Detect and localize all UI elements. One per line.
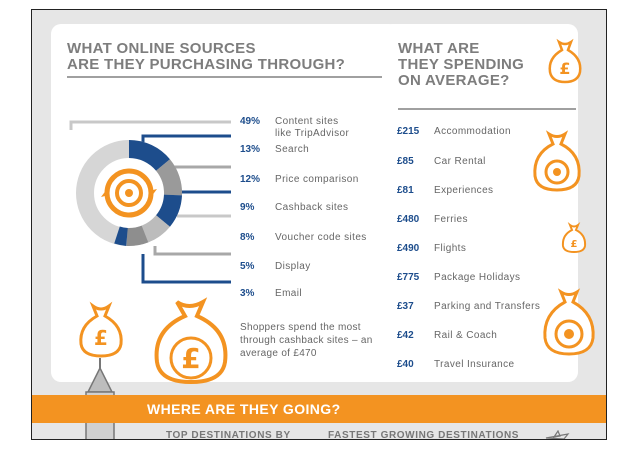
- svg-text:£: £: [94, 326, 108, 350]
- spend-price: £215: [397, 126, 420, 137]
- banner-title: WHERE ARE THEY GOING?: [147, 401, 341, 417]
- plane-icon: [545, 430, 570, 439]
- spend-category: Rail & Coach: [434, 330, 498, 341]
- money-bag-icon: £: [548, 38, 582, 84]
- sources-title-rule: [67, 76, 385, 78]
- source-pct: 5%: [240, 261, 255, 272]
- spend-category: Accommodation: [434, 126, 511, 137]
- globe-arrows-icon: [101, 168, 157, 218]
- connector-email: [141, 254, 231, 284]
- spend-category: Flights: [434, 243, 467, 254]
- donut-slice-cashback: [155, 194, 182, 227]
- spend-category: Experiences: [434, 185, 494, 196]
- spend-category: Parking and Transfers: [434, 301, 541, 312]
- spending-title-rule: [398, 108, 576, 110]
- source-label: Content sites like TripAdvisor: [275, 116, 350, 139]
- source-label: Price comparison: [275, 174, 359, 185]
- donut-slice-display: [126, 225, 149, 247]
- source-pct: 9%: [240, 202, 255, 213]
- donut-slice-price: [155, 159, 183, 196]
- source-pct: 12%: [240, 174, 261, 185]
- connector-search: [141, 134, 231, 144]
- source-label: Email: [275, 288, 303, 299]
- money-bag-icon: £: [154, 297, 228, 385]
- spend-category: Car Rental: [434, 156, 486, 167]
- source-label: Voucher code sites: [275, 232, 367, 243]
- svg-text:£: £: [559, 59, 570, 78]
- spend-price: £40: [397, 359, 414, 370]
- money-bag-icon: [533, 130, 581, 192]
- sources-panel: WHAT ONLINE SOURCES ARE THEY PURCHASING …: [51, 24, 399, 385]
- spend-price: £81: [397, 185, 414, 196]
- connector-display: [153, 246, 231, 256]
- spending-title: WHAT ARE THEY SPENDING ON AVERAGE?: [398, 40, 525, 89]
- spend-price: £490: [397, 243, 420, 254]
- infographic-frame: WHAT ONLINE SOURCES ARE THEY PURCHASING …: [31, 9, 607, 440]
- source-label: Display: [275, 261, 311, 272]
- money-bag-icon: £: [561, 222, 587, 254]
- top-destinations-heading: TOP DESTINATIONS BY: [166, 430, 291, 440]
- spend-category: Package Holidays: [434, 272, 521, 283]
- spend-price: £775: [397, 272, 420, 283]
- spend-price: £42: [397, 330, 414, 341]
- spend-category: Ferries: [434, 214, 468, 225]
- spend-category: Travel Insurance: [434, 359, 515, 370]
- spend-price: £37: [397, 301, 414, 312]
- source-label: Search: [275, 144, 310, 155]
- money-bag-icon: £: [79, 301, 123, 358]
- source-pct: 13%: [240, 144, 261, 155]
- source-pct: 3%: [240, 288, 255, 299]
- spend-price: £480: [397, 214, 420, 225]
- svg-text:£: £: [181, 342, 200, 375]
- where-going-banner: WHERE ARE THEY GOING?: [32, 395, 606, 423]
- sources-title: WHAT ONLINE SOURCES ARE THEY PURCHASING …: [67, 40, 346, 73]
- sources-donut-chart: [69, 120, 231, 284]
- connector-content: [69, 120, 231, 130]
- donut-slice-email: [114, 226, 128, 246]
- fastest-growing-heading: FASTEST GROWING DESTINATIONS: [328, 430, 520, 440]
- svg-text:£: £: [571, 239, 578, 250]
- source-label: Cashback sites: [275, 202, 349, 213]
- source-pct: 8%: [240, 232, 255, 243]
- cashback-note: Shoppers spend the most through cashback…: [240, 322, 373, 359]
- spend-price: £85: [397, 156, 414, 167]
- donut-slice-voucher: [141, 214, 170, 243]
- donut-slice-search: [128, 139, 170, 172]
- money-bag-icon: [543, 288, 595, 356]
- source-pct: 49%: [240, 116, 261, 127]
